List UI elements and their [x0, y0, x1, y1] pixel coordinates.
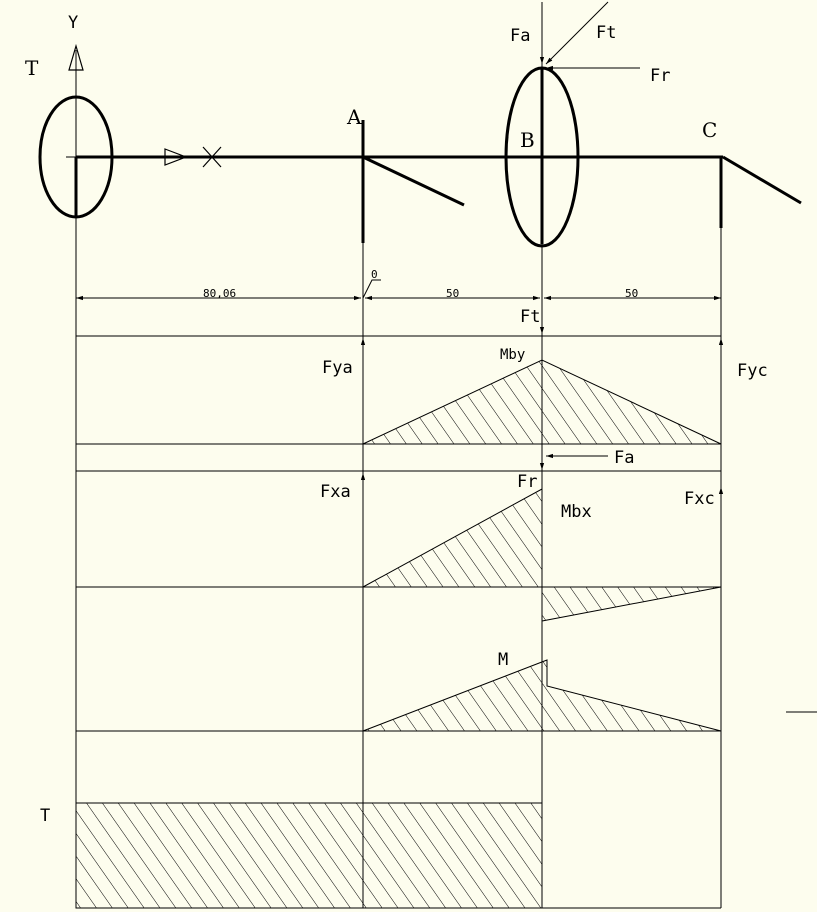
- fa-label-top: Fa: [510, 26, 530, 46]
- m-label: M: [498, 650, 508, 670]
- fyc-label: Fyc: [737, 361, 768, 381]
- y-axis-label: Y: [68, 13, 78, 33]
- dimension-zero: 0: [371, 268, 378, 281]
- mby-moment-area: [362, 359, 722, 445]
- torque-label-top: T: [25, 56, 39, 80]
- fxa-label: Fxa: [320, 482, 351, 502]
- x-axis-cross-icon: [202, 146, 222, 168]
- dimension-right-span: 50: [625, 287, 638, 300]
- mby-label: Mby: [500, 347, 525, 363]
- point-b-label: B: [520, 128, 535, 152]
- point-a-label: A: [346, 105, 362, 129]
- shaft-drawing: [38, 2, 802, 248]
- torque-area: [75, 802, 543, 909]
- ft-arrow-icon: [545, 1, 609, 65]
- y-axis-arrow-icon: [68, 43, 84, 71]
- dimension-left-span: 80,06: [203, 287, 236, 300]
- mbx-moment-area-right: [541, 586, 722, 622]
- mbx-label: Mbx: [561, 502, 592, 522]
- fxc-label: Fxc: [684, 489, 715, 509]
- torque-label-bottom: T: [40, 806, 50, 826]
- support-a-slant: [362, 155, 465, 207]
- ft-label-mid: Ft: [520, 307, 540, 327]
- support-c-slant: [722, 155, 802, 205]
- vertical-plane-arrows: [360, 308, 724, 356]
- fr-label-mid: Fr: [517, 472, 537, 492]
- force-arrows-top: [539, 1, 640, 71]
- dimension-mid-span: 50: [446, 287, 459, 300]
- ft-label-top: Ft: [596, 23, 616, 43]
- fya-label: Fya: [322, 358, 353, 378]
- mbx-moment-area-left: [362, 488, 543, 588]
- dimension-line: [76, 279, 721, 301]
- fa-label-mid: Fa: [614, 448, 634, 468]
- x-axis-arrow-icon: [164, 148, 188, 166]
- resultant-moment-area: [362, 659, 722, 732]
- horizontal-plane-arrows: [360, 453, 724, 506]
- fr-label-top: Fr: [650, 66, 670, 86]
- point-c-label: C: [702, 118, 717, 142]
